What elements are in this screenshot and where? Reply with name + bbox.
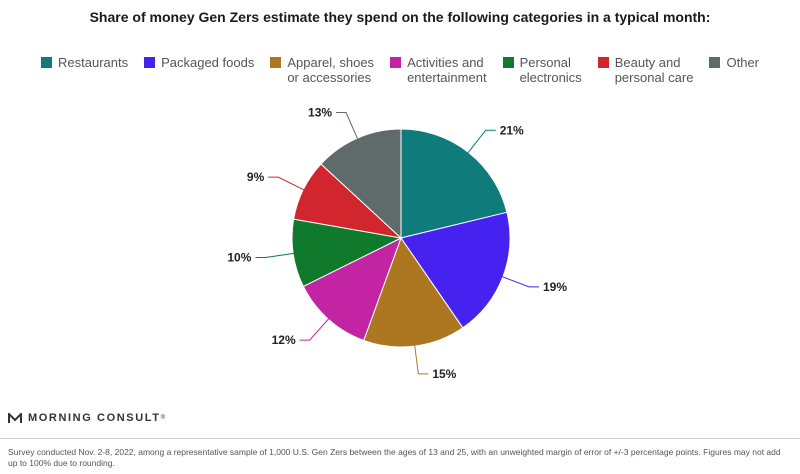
leader-line bbox=[466, 129, 496, 155]
legend-label: Restaurants bbox=[58, 55, 129, 70]
slice-label: 10% bbox=[227, 250, 251, 264]
legend-item: Packaged foods bbox=[144, 55, 254, 85]
legend-swatch bbox=[709, 57, 721, 68]
legend-item: Beauty and personal care bbox=[597, 55, 694, 85]
morning-consult-logo: MORNING CONSULT ® bbox=[8, 412, 167, 424]
legend-swatch bbox=[502, 57, 514, 68]
leader-line bbox=[268, 176, 306, 191]
morning-consult-logo-icon bbox=[8, 412, 22, 423]
footer-divider bbox=[0, 438, 800, 439]
legend-swatch bbox=[390, 57, 402, 68]
brand-name: MORNING CONSULT bbox=[28, 412, 161, 424]
slice-label: 21% bbox=[500, 123, 524, 137]
slice-label: 15% bbox=[432, 367, 456, 381]
legend-label: Packaged foods bbox=[161, 55, 255, 70]
legend-item: Restaurants bbox=[41, 55, 128, 85]
leader-line bbox=[414, 344, 429, 375]
brand-registered-mark: ® bbox=[160, 415, 167, 421]
leader-line bbox=[336, 111, 359, 141]
leader-line bbox=[255, 252, 296, 258]
slice-label: 13% bbox=[308, 105, 332, 119]
legend-swatch bbox=[270, 57, 282, 68]
legend-swatch bbox=[597, 57, 609, 68]
leader-line bbox=[299, 317, 331, 341]
legend-swatch bbox=[144, 57, 156, 68]
chart-legend: Restaurants Packaged foods Apparel, shoes … bbox=[0, 55, 800, 85]
legend-label: Beauty and personal care bbox=[614, 55, 694, 85]
legend-label: Personal electronics bbox=[519, 55, 582, 85]
footnote: Survey conducted Nov. 2-8, 2022, among a… bbox=[8, 447, 781, 468]
legend-item: Activities and entertainment bbox=[390, 55, 487, 85]
legend-item: Other bbox=[709, 55, 759, 85]
legend-label: Apparel, shoes or accessories bbox=[287, 55, 375, 85]
legend-swatch bbox=[41, 57, 52, 68]
legend-item: Personal electronics bbox=[502, 55, 582, 85]
legend-item: Apparel, shoes or accessories bbox=[270, 55, 374, 85]
slice-label: 9% bbox=[247, 170, 265, 184]
slice-label: 19% bbox=[543, 280, 567, 294]
leader-line bbox=[500, 275, 539, 288]
chart-title: Share of money Gen Zers estimate they sp… bbox=[89, 9, 711, 25]
legend-label: Other bbox=[726, 55, 759, 70]
slice-label: 12% bbox=[272, 333, 296, 347]
legend-label: Activities and entertainment bbox=[407, 55, 487, 85]
